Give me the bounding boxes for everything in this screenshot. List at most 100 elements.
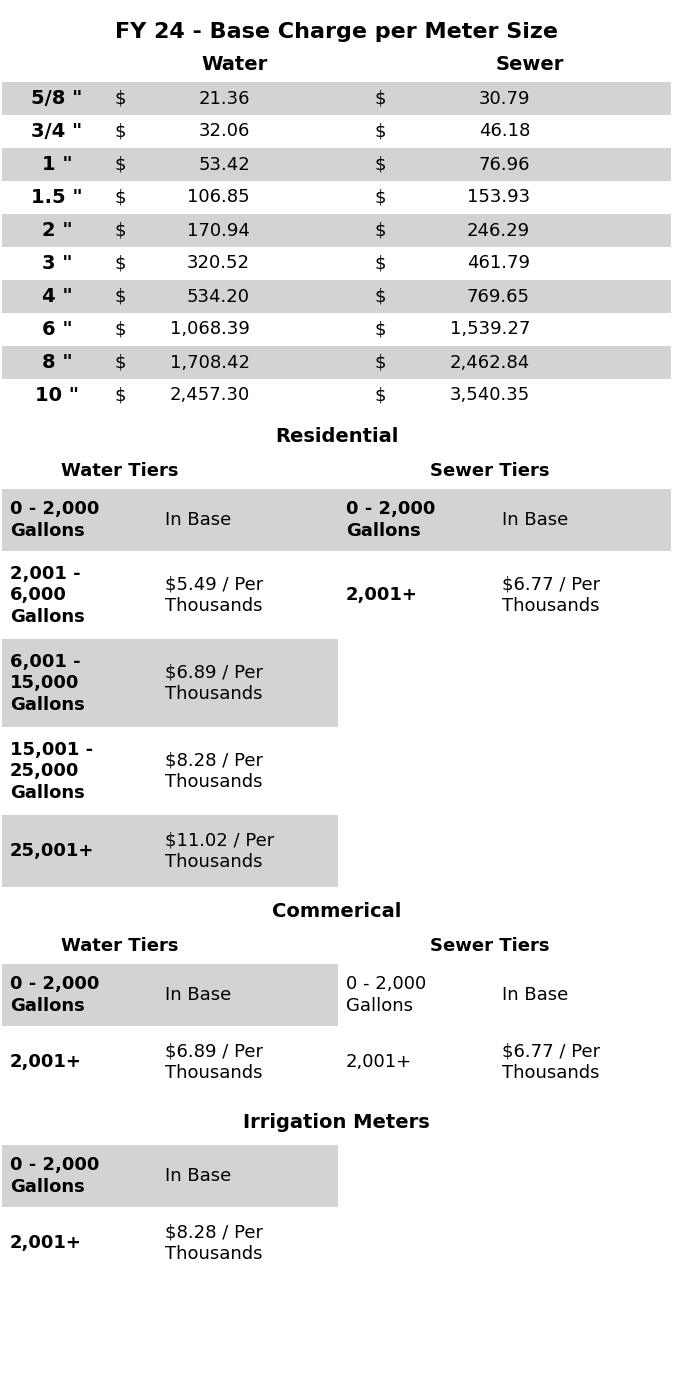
Text: 1 ": 1 " — [42, 155, 72, 173]
Text: Sewer Tiers: Sewer Tiers — [430, 937, 550, 955]
Bar — [155, 815, 338, 886]
Text: 0 - 2,000
Gallons: 0 - 2,000 Gallons — [10, 1156, 100, 1195]
Text: $: $ — [375, 89, 386, 108]
Text: 2,001+: 2,001+ — [346, 586, 418, 604]
Text: $: $ — [115, 89, 127, 108]
Text: 15,001 -
25,000
Gallons: 15,001 - 25,000 Gallons — [10, 741, 93, 801]
Text: 10 ": 10 " — [35, 386, 79, 405]
Text: 170.94: 170.94 — [187, 221, 250, 239]
Bar — [2, 379, 671, 412]
Text: $5.49 / Per
Thousands: $5.49 / Per Thousands — [165, 575, 263, 615]
Text: 6 ": 6 " — [42, 320, 72, 338]
Text: 21.36: 21.36 — [199, 89, 250, 108]
Text: 2,001+: 2,001+ — [10, 1234, 82, 1253]
Text: Sewer: Sewer — [496, 55, 564, 74]
Text: Sewer Tiers: Sewer Tiers — [430, 461, 550, 480]
Text: 5/8 ": 5/8 " — [32, 89, 83, 108]
Bar — [492, 965, 671, 1026]
Text: 76.96: 76.96 — [479, 155, 530, 173]
Text: $: $ — [375, 123, 386, 141]
Bar — [155, 727, 338, 815]
Text: $11.02 / Per
Thousands: $11.02 / Per Thousands — [165, 832, 275, 871]
Text: $: $ — [115, 189, 127, 207]
Text: $: $ — [115, 320, 127, 338]
Text: 6,001 -
15,000
Gallons: 6,001 - 15,000 Gallons — [10, 653, 85, 713]
Text: $6.89 / Per
Thousands: $6.89 / Per Thousands — [165, 1043, 263, 1082]
Bar — [2, 313, 671, 345]
Text: 2 ": 2 " — [42, 221, 72, 240]
Bar — [2, 1145, 155, 1206]
Text: Water Tiers: Water Tiers — [61, 461, 179, 480]
Text: $: $ — [375, 221, 386, 239]
Text: Water: Water — [202, 55, 268, 74]
Text: 2,457.30: 2,457.30 — [170, 386, 250, 404]
Bar — [2, 1206, 155, 1279]
Text: 2,462.84: 2,462.84 — [450, 354, 530, 372]
Text: 153.93: 153.93 — [467, 189, 530, 207]
Text: 461.79: 461.79 — [467, 254, 530, 273]
Text: 0 - 2,000
Gallons: 0 - 2,000 Gallons — [10, 500, 100, 540]
Bar — [155, 639, 338, 727]
Bar — [338, 551, 492, 639]
Bar — [2, 148, 671, 180]
Bar — [2, 639, 155, 727]
Text: 30.79: 30.79 — [479, 89, 530, 108]
Text: 53.42: 53.42 — [199, 155, 250, 173]
Text: In Base: In Base — [165, 986, 232, 1004]
Text: 3,540.35: 3,540.35 — [450, 386, 530, 404]
Bar — [155, 1206, 338, 1279]
Text: $: $ — [375, 288, 386, 306]
Bar — [2, 345, 671, 379]
Text: Residential: Residential — [275, 426, 398, 446]
Text: $: $ — [115, 386, 127, 404]
Bar — [2, 247, 671, 280]
Bar — [338, 965, 492, 1026]
Text: $: $ — [115, 354, 127, 372]
Text: FY 24 - Base Charge per Meter Size: FY 24 - Base Charge per Meter Size — [115, 22, 558, 42]
Text: 1.5 ": 1.5 " — [31, 187, 83, 207]
Bar — [492, 551, 671, 639]
Bar — [338, 1026, 492, 1097]
Text: $8.28 / Per
Thousands: $8.28 / Per Thousands — [165, 751, 263, 791]
Bar — [2, 815, 155, 886]
Text: 3/4 ": 3/4 " — [32, 122, 83, 141]
Text: 0 - 2,000
Gallons: 0 - 2,000 Gallons — [346, 976, 426, 1015]
Text: 106.85: 106.85 — [187, 189, 250, 207]
Text: 32.06: 32.06 — [199, 123, 250, 141]
Bar — [2, 489, 155, 551]
Text: $: $ — [115, 288, 127, 306]
Text: 320.52: 320.52 — [187, 254, 250, 273]
Text: 0 - 2,000
Gallons: 0 - 2,000 Gallons — [346, 500, 435, 540]
Text: 769.65: 769.65 — [467, 288, 530, 306]
Bar — [492, 489, 671, 551]
Text: 2,001+: 2,001+ — [346, 1053, 412, 1071]
Bar — [2, 82, 671, 115]
Text: 0 - 2,000
Gallons: 0 - 2,000 Gallons — [10, 976, 100, 1015]
Text: 2,001+: 2,001+ — [10, 1053, 82, 1071]
Bar — [338, 489, 492, 551]
Text: $: $ — [375, 354, 386, 372]
Text: 1,539.27: 1,539.27 — [450, 320, 530, 338]
Bar — [2, 115, 671, 148]
Text: $8.28 / Per
Thousands: $8.28 / Per Thousands — [165, 1223, 263, 1262]
Bar — [2, 214, 671, 247]
Text: Irrigation Meters: Irrigation Meters — [243, 1113, 430, 1132]
Text: 246.29: 246.29 — [467, 221, 530, 239]
Bar — [492, 1026, 671, 1097]
Text: In Base: In Base — [165, 1167, 232, 1186]
Bar — [155, 1026, 338, 1097]
Text: 2,001 -
6,000
Gallons: 2,001 - 6,000 Gallons — [10, 565, 85, 625]
Text: 1,708.42: 1,708.42 — [170, 354, 250, 372]
Text: $6.77 / Per
Thousands: $6.77 / Per Thousands — [502, 575, 600, 615]
Text: $: $ — [375, 320, 386, 338]
Text: 534.20: 534.20 — [187, 288, 250, 306]
Text: $: $ — [115, 254, 127, 273]
Bar — [2, 180, 671, 214]
Text: $: $ — [375, 386, 386, 404]
Text: In Base: In Base — [165, 512, 232, 528]
Text: $: $ — [115, 155, 127, 173]
Text: $: $ — [375, 254, 386, 273]
Text: $: $ — [375, 189, 386, 207]
Text: 3 ": 3 " — [42, 254, 72, 273]
Bar — [155, 489, 338, 551]
